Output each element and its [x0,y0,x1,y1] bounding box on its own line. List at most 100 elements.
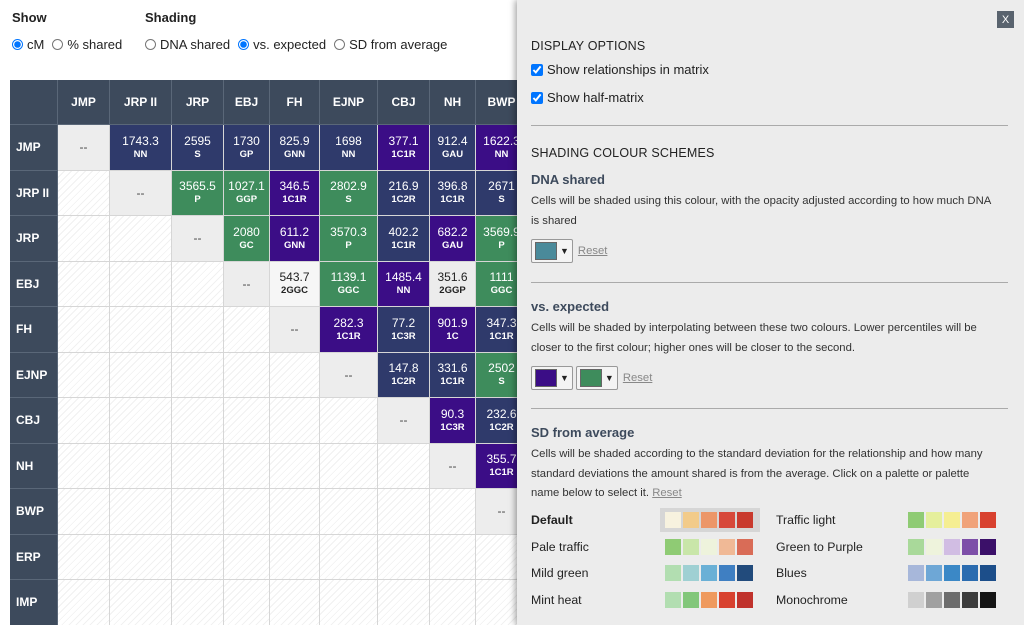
match-cell[interactable]: 377.1 1C1R [378,125,430,171]
checkbox-row[interactable]: Show half-matrix [531,90,644,105]
palette[interactable]: Green to Purple [776,536,996,558]
match-cell[interactable]: 346.5 1C1R [270,170,320,216]
empty-cell [270,534,320,580]
shading-label: Shading [145,10,197,25]
checkbox[interactable] [531,91,543,104]
column-header: JRP II [110,80,172,125]
radio[interactable] [334,39,346,50]
radio-option[interactable]: SD from average [334,37,447,52]
radio[interactable] [12,39,23,50]
match-cell[interactable]: 1485.4 NN [378,261,430,307]
empty-cell [430,534,476,580]
cell-relationship: 2GGP [439,285,466,297]
match-cell[interactable]: 912.4 GAU [430,125,476,171]
match-cell[interactable]: 351.6 2GGP [430,261,476,307]
match-cell[interactable]: 147.8 1C2R [378,352,430,398]
match-cell[interactable]: 2595 S [172,125,224,171]
reset-link[interactable]: Reset [577,245,608,257]
match-cell[interactable]: 282.3 1C1R [320,307,378,353]
match-cell[interactable]: 1139.1 GGC [320,261,378,307]
empty-cell [110,398,172,444]
match-cell[interactable]: 543.7 2GGC [270,261,320,307]
cell-relationship: GGC [490,285,513,297]
match-cell[interactable]: 3570.3 P [320,216,378,262]
palette-name: Pale traffic [531,539,589,554]
palette-swatch [665,512,681,528]
match-cell[interactable]: 901.9 1C [430,307,476,353]
radio-option[interactable]: DNA shared [145,37,230,52]
palette[interactable]: Traffic light [776,509,996,531]
match-cell[interactable]: 682.2 GAU [430,216,476,262]
palette-swatch [665,538,681,555]
match-cell[interactable]: 396.8 1C1R [430,170,476,216]
cell-relationship: P [194,194,201,206]
palette-swatch [737,591,753,608]
close-button[interactable]: X [997,11,1014,28]
cell-value: 3570.3 [330,224,367,239]
palette[interactable]: Monochrome [776,589,996,611]
match-cell[interactable]: 2080 GC [224,216,270,262]
palette[interactable]: Mint heat [531,589,753,611]
match-cell[interactable]: 216.9 1C2R [378,170,430,216]
cell-value: 331.6 [437,361,468,376]
match-cell[interactable]: 402.2 1C1R [378,216,430,262]
cell-relationship: 1C1R [391,148,416,160]
match-cell[interactable]: 90.3 1C3R [430,398,476,444]
palette-name: Green to Purple [776,539,863,554]
palette[interactable]: Default [531,509,753,531]
radio-option[interactable]: cM [12,37,44,52]
palette-name: Monochrome [776,592,848,607]
reset-link[interactable]: Reset [652,487,682,500]
row-label: ERP [16,549,41,564]
match-cell[interactable]: 347.3 1C1R [476,307,517,353]
match-cell[interactable]: 355.7 1C1R [476,443,517,489]
match-cell[interactable]: 77.2 1C3R [378,307,430,353]
empty-cell [378,580,430,625]
match-cell[interactable]: 1622.3 NN [476,125,517,171]
row-header: JRP [10,216,58,262]
palette[interactable]: Blues [776,562,996,584]
match-cell[interactable]: 2802.9 S [320,170,378,216]
row-header: CBJ [10,398,58,444]
cell-value: 347.3 [486,315,517,330]
radio-option[interactable]: % shared [52,37,122,52]
column-header: JRP [172,80,224,125]
match-cell[interactable]: 1730 GP [224,125,270,171]
color-picker[interactable]: ▼ [575,366,618,390]
match-cell[interactable]: 611.2 GNN [270,216,320,262]
match-cell[interactable]: 2502 S [476,352,517,398]
palette-swatch [944,565,960,581]
match-cell[interactable]: 1698 NN [320,125,378,171]
match-cell[interactable]: 1743.3 NN [110,125,172,171]
cell-value: 346.5 [279,179,310,194]
color-picker[interactable]: ▼ [531,366,573,390]
reset-link[interactable]: Reset [622,372,653,384]
cell-relationship: 1C1R [336,330,361,342]
row-label: NH [16,458,34,473]
column-header: CBJ [378,80,430,125]
cell-value: 232.6 [486,406,517,421]
match-cell[interactable]: 2671 S [476,170,517,216]
palette[interactable]: Pale traffic [531,536,753,558]
palette[interactable]: Mild green [531,562,753,584]
match-cell[interactable]: 232.6 1C2R [476,398,517,444]
cell-value: 90.3 [440,406,465,421]
radio[interactable] [145,39,156,50]
match-cell[interactable]: 1027.1 GGP [224,170,270,216]
show-label: Show [12,10,47,25]
radio[interactable] [52,39,64,50]
checkbox-row[interactable]: Show relationships in matrix [531,62,709,77]
match-cell[interactable]: 3569.9 P [476,216,517,262]
match-cell[interactable]: 331.6 1C1R [430,352,476,398]
match-cell[interactable]: 825.9 GNN [270,125,320,171]
radio[interactable] [238,39,250,50]
color-picker[interactable]: ▼ [531,239,573,263]
match-cell[interactable]: 1111 GGC [476,261,517,307]
palette-swatch [719,591,735,608]
row-label: BWP [16,504,44,519]
match-cell[interactable]: 3565.5 P [172,170,224,216]
empty-cell [476,534,517,580]
checkbox[interactable] [531,63,543,76]
radio-option[interactable]: vs. expected [238,37,326,52]
cell-relationship: GGP [235,194,258,206]
